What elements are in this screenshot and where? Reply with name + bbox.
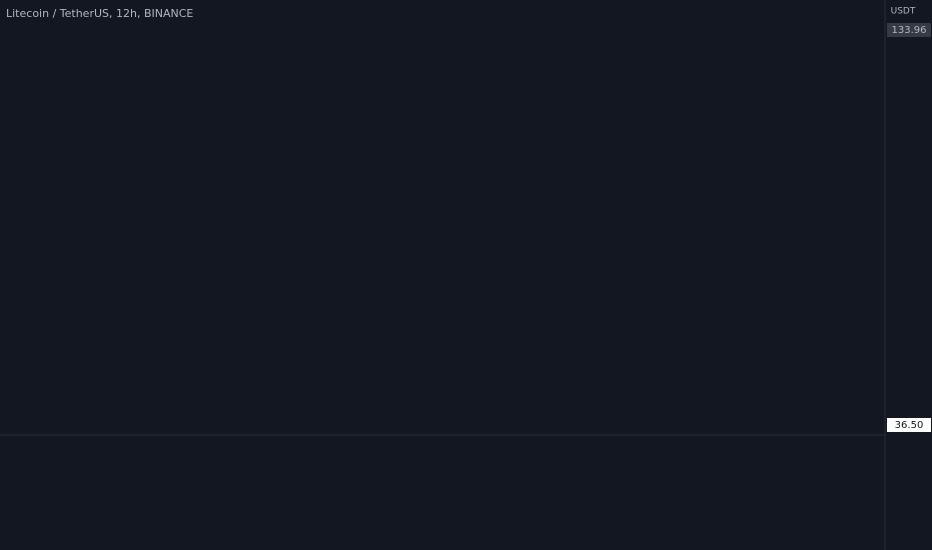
low-label: 36.50 [895, 420, 924, 431]
high-label: 133.96 [892, 25, 927, 36]
chart-title: Litecoin / TetherUS, 12h, BINANCE [6, 7, 193, 20]
high-label-box [887, 23, 931, 37]
low-label-box [887, 418, 931, 432]
currency: USDT [891, 7, 916, 17]
